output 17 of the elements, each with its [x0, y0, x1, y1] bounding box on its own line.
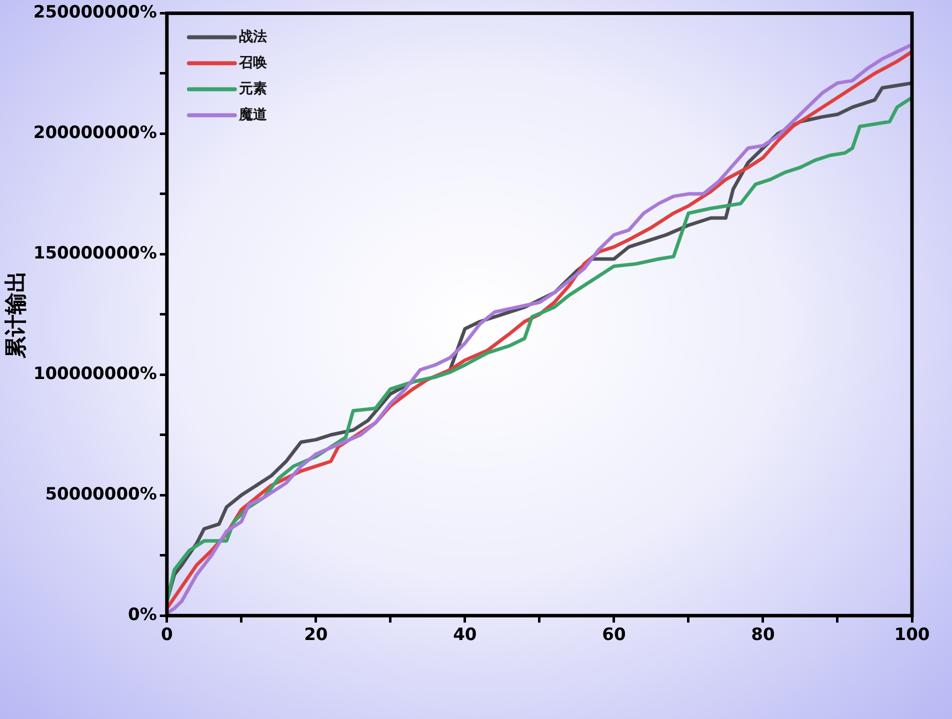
y-tick-label: 150000000% [33, 244, 157, 264]
x-tick-label: 40 [453, 625, 477, 646]
x-tick-label: 0 [160, 625, 173, 646]
y-tick-label: 200000000% [33, 123, 157, 144]
legend-label: 召唤 [238, 54, 267, 71]
y-tick-label: 0% [128, 605, 157, 626]
y-tick-label: 100000000% [33, 364, 157, 384]
y-tick-label: 250000000% [33, 2, 157, 23]
x-tick-label: 80 [751, 625, 775, 646]
legend-label: 战法 [238, 28, 267, 45]
x-tick-label: 100 [894, 625, 930, 646]
x-tick-label: 60 [602, 625, 626, 646]
y-tick-label: 50000000% [45, 484, 157, 505]
legend-label: 魔道 [238, 106, 268, 123]
y-axis-title: 累计输出 [4, 270, 29, 360]
legend-label: 元素 [238, 80, 267, 97]
x-tick-label: 20 [304, 625, 328, 646]
